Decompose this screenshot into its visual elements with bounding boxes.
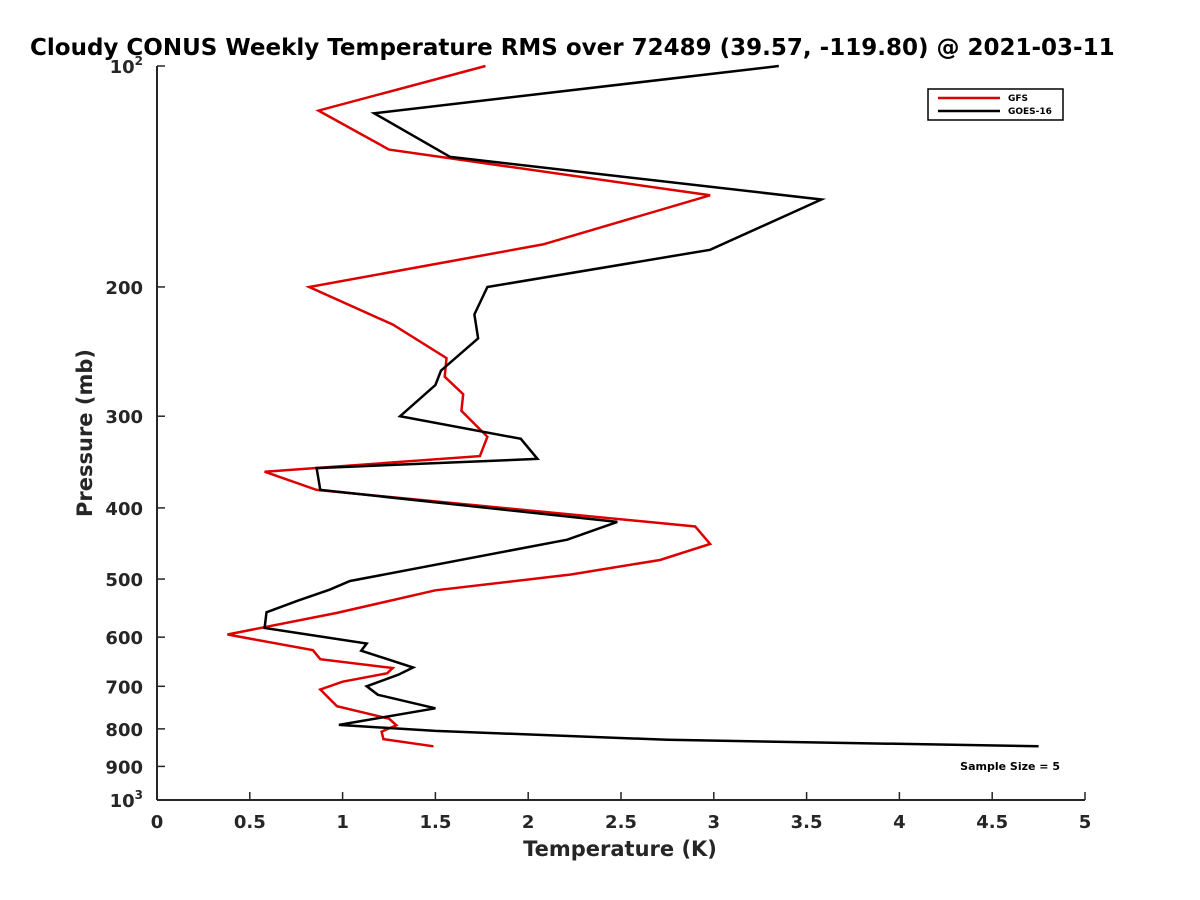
chart-title: Cloudy CONUS Weekly Temperature RMS over… [30, 35, 1115, 61]
y-tick-label: 500 [105, 570, 143, 591]
y-tick-label: 900 [105, 757, 143, 778]
y-tick-label: 103 [110, 788, 143, 812]
legend-box [927, 88, 1064, 121]
y-tick-label: 600 [105, 628, 143, 649]
y-tick-label: 400 [105, 499, 143, 520]
series-line-goes-16 [263, 64, 1039, 748]
x-tick-label: 4.5 [976, 812, 1008, 833]
y-axis-ticks: 102 200 300 400 500 600 700 800 900 103 [105, 54, 165, 812]
x-axis-ticks: 0 0.5 1 1.5 2 2.5 3 3.5 4 4.5 5 [151, 792, 1092, 833]
series-line-gfs [227, 64, 713, 748]
x-tick-label: 1 [336, 812, 349, 833]
y-tick-label: 102 [110, 54, 143, 78]
x-tick-label: 0.5 [234, 812, 266, 833]
x-axis-label: Temperature (K) [523, 837, 717, 861]
legend: GFS GOES-16 [927, 88, 1064, 121]
y-tick-label: 300 [105, 407, 143, 428]
y-tick-label: 200 [105, 278, 143, 299]
series-lines [227, 64, 1039, 748]
x-tick-label: 5 [1079, 812, 1092, 833]
legend-label-goes-16: GOES-16 [1008, 107, 1052, 117]
legend-label-gfs: GFS [1008, 94, 1028, 104]
x-tick-label: 3.5 [791, 812, 823, 833]
y-axis-label: Pressure (mb) [73, 349, 97, 517]
y-tick-label: 700 [105, 677, 143, 698]
x-tick-label: 2.5 [605, 812, 637, 833]
y-tick-label: 800 [105, 720, 143, 741]
x-tick-label: 2 [522, 812, 535, 833]
x-tick-label: 4 [893, 812, 906, 833]
x-tick-label: 3 [708, 812, 721, 833]
x-tick-label: 1.5 [419, 812, 451, 833]
sample-size-annotation: Sample Size = 5 [960, 760, 1060, 773]
x-tick-label: 0 [151, 812, 164, 833]
